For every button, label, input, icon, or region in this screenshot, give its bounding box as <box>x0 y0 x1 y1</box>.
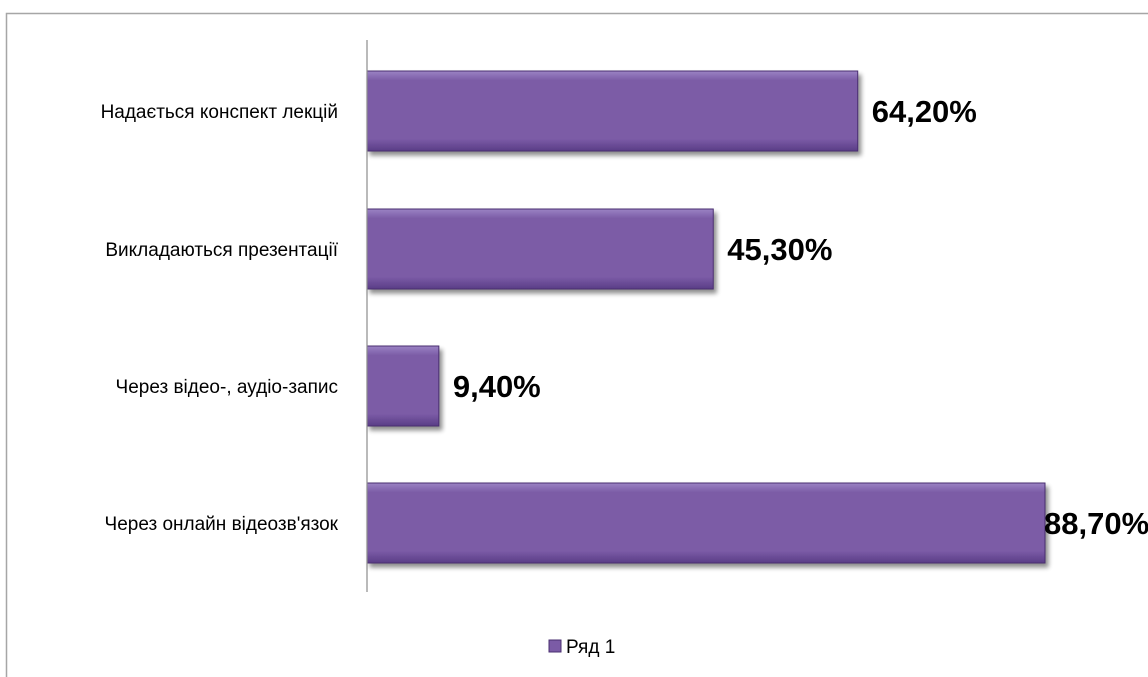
labels-layer: Надається конспект лекцій 64,20% Викладают… <box>101 94 1148 541</box>
bars-layer <box>366 70 1046 564</box>
category-label-2: Викладаються презентації <box>105 240 338 261</box>
bar-3 <box>366 345 440 427</box>
bar-1 <box>366 70 859 152</box>
chart-border <box>5 12 1148 677</box>
data-label-3: 9,40% <box>453 369 541 404</box>
category-label-3: Через відео-, аудіо-запис <box>116 377 338 398</box>
data-label-1: 64,20% <box>872 94 977 129</box>
data-label-2: 45,30% <box>727 232 832 267</box>
legend: Ряд 1 <box>548 637 615 658</box>
data-label-4: 88,70% <box>1044 506 1148 541</box>
legend-label: Ряд 1 <box>566 637 615 658</box>
category-label-4: Через онлайн відеозв'язок <box>105 514 339 535</box>
bar-2 <box>366 208 714 290</box>
category-label-1: Надається конспект лекцій <box>101 102 338 123</box>
legend-swatch <box>548 639 562 653</box>
bar-4 <box>366 482 1046 564</box>
